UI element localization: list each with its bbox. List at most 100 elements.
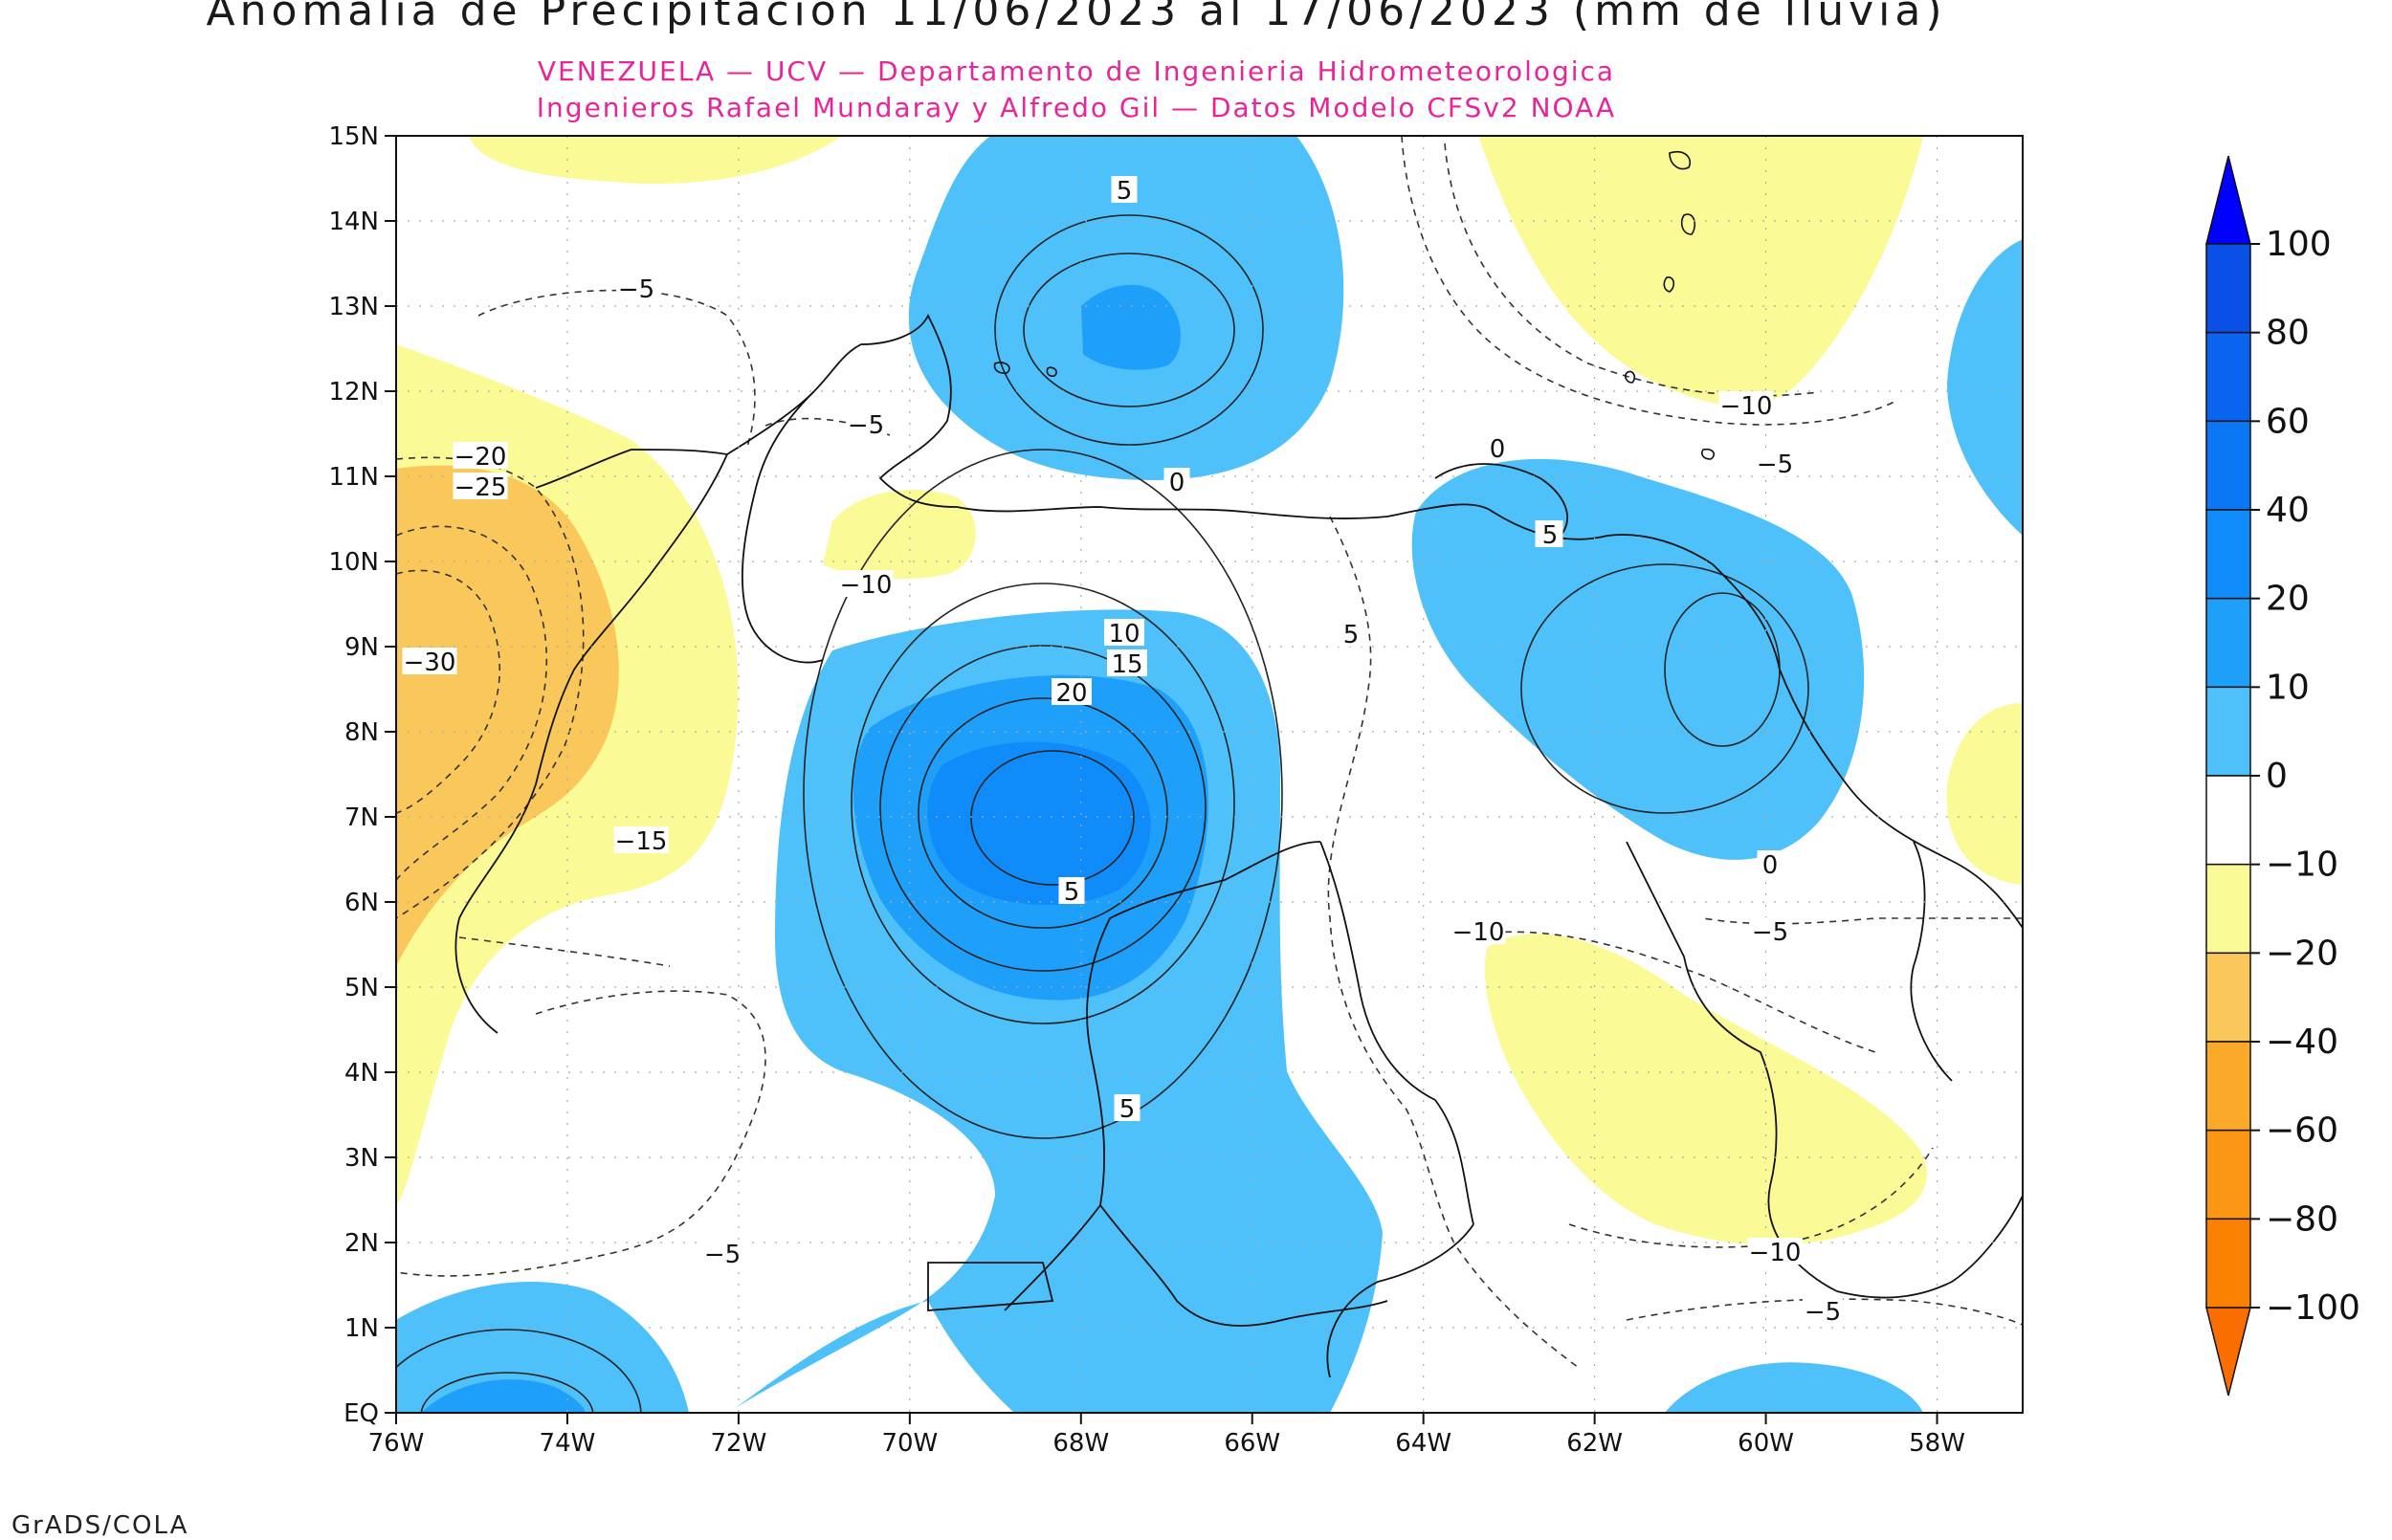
negative-anomaly-central-north xyxy=(823,490,976,580)
contour-label-bg xyxy=(702,1240,742,1266)
contour-label-bg xyxy=(1052,678,1092,705)
lat-tick-label: 9N xyxy=(344,633,379,662)
contour-label: 5 xyxy=(1343,621,1360,649)
lon-tick-label: 68W xyxy=(1052,1429,1109,1458)
contour-label-bg xyxy=(1718,391,1774,418)
subtitle-institution: VENEZUELA — UCV — Departamento de Ingeni… xyxy=(537,55,1616,87)
colorbar-label: 100 xyxy=(2266,225,2332,264)
colorbar-label: 40 xyxy=(2266,491,2310,530)
contour-label: −5 xyxy=(704,1241,741,1269)
lat-tick-label: 11N xyxy=(328,463,379,492)
contour-label: −10 xyxy=(840,571,893,600)
positive-anomaly-southwest-core xyxy=(421,1379,586,1413)
colorbar-label: −20 xyxy=(2266,934,2338,973)
positive-anomaly-south xyxy=(1665,1362,1923,1413)
longitude-axis: 76W 74W 72W 70W 68W 66W 64W 62W 60W 58W xyxy=(368,1413,1965,1458)
colorbar-label: −60 xyxy=(2266,1111,2338,1151)
contour-label: −15 xyxy=(615,827,668,856)
contour-label-bg xyxy=(1338,620,1364,647)
contour-label-bg xyxy=(1755,450,1795,476)
contour-label-bg xyxy=(613,826,669,853)
contour-label: −30 xyxy=(404,649,456,677)
contour-label-bg xyxy=(1163,468,1190,495)
lat-tick-label: 10N xyxy=(328,548,379,577)
coastlines-and-borders xyxy=(454,313,2023,1378)
colorbar-swatch xyxy=(2205,686,2251,777)
colorbar-swatch xyxy=(2205,1129,2251,1221)
positive-contours xyxy=(396,214,1809,1413)
colorbar-swatch xyxy=(2205,597,2251,689)
contour-label-bg xyxy=(1058,877,1085,904)
colorbar-label: −100 xyxy=(2266,1288,2360,1328)
colorbar-swatch xyxy=(2205,775,2251,866)
negative-anomaly-northeast xyxy=(1478,136,1923,407)
map-title: Anomalia de Precipitacion 11/06/2023 al … xyxy=(206,0,1947,35)
colorbar-top-arrow xyxy=(2205,155,2251,245)
contour-label-bg xyxy=(1107,649,1147,676)
contour-label: 5 xyxy=(1542,521,1559,550)
colorbar-label: −40 xyxy=(2266,1023,2338,1062)
lat-tick-label: 5N xyxy=(344,974,379,1002)
lat-tick-label: 6N xyxy=(344,889,379,917)
lat-tick-label: 13N xyxy=(328,293,379,321)
colorbar-label: −80 xyxy=(2266,1199,2338,1239)
positive-anomaly-central-peak xyxy=(927,741,1151,906)
contour-label: −20 xyxy=(454,443,507,472)
subtitle-authors: Ingenieros Rafael Mundaray y Alfredo Gil… xyxy=(536,92,1617,123)
contour-label-bg xyxy=(616,275,656,301)
negative-anomaly-northwest xyxy=(469,136,842,184)
plot-frame xyxy=(395,135,2024,1414)
lon-tick-label: 66W xyxy=(1224,1429,1280,1458)
contour-label-bg xyxy=(846,410,886,437)
contour-label-bg xyxy=(402,648,457,674)
anomaly-fields xyxy=(396,136,2023,1413)
positive-anomaly-east-edge xyxy=(1947,239,2023,536)
lat-tick-label: EQ xyxy=(343,1399,379,1428)
colorbar-bottom-arrow xyxy=(2205,1307,2251,1397)
colorbar-swatch xyxy=(2205,509,2251,600)
lat-tick-label: 1N xyxy=(344,1314,379,1343)
contour-label: 15 xyxy=(1111,650,1142,679)
lat-tick-label: 4N xyxy=(344,1059,379,1088)
contour-label: −10 xyxy=(1452,918,1505,947)
colorbar-swatch xyxy=(2205,331,2251,423)
contour-label: −10 xyxy=(1749,1239,1802,1267)
colorbar-swatch xyxy=(2205,243,2251,334)
contour-label-bg xyxy=(1747,1238,1803,1265)
lat-tick-label: 8N xyxy=(344,718,379,747)
contour-label-bg xyxy=(453,473,508,499)
islands xyxy=(993,150,1715,460)
colorbar-label: 80 xyxy=(2266,314,2310,353)
contour-label: −5 xyxy=(618,275,654,304)
lon-tick-label: 72W xyxy=(710,1429,766,1458)
lat-tick-label: 12N xyxy=(328,378,379,407)
contour-label-bg xyxy=(1484,434,1511,461)
lon-tick-label: 70W xyxy=(881,1429,938,1458)
lon-tick-label: 74W xyxy=(540,1429,596,1458)
contour-label-bg xyxy=(1111,176,1138,203)
lat-tick-label: 14N xyxy=(328,208,379,236)
contour-label-bg xyxy=(1451,917,1506,944)
lat-tick-label: 7N xyxy=(344,803,379,832)
colorbar-label: 20 xyxy=(2266,580,2310,619)
contour-label-bg xyxy=(1537,520,1563,547)
lon-tick-label: 64W xyxy=(1395,1429,1451,1458)
positive-anomaly-east xyxy=(1411,458,1865,860)
contour-label: 20 xyxy=(1055,679,1087,708)
latitude-axis: 15N 14N 13N 12N 11N 10N 9N 8N 7N 6N 5N 4N 3N 2N 1N EQ xyxy=(328,122,396,1428)
lon-tick-label: 62W xyxy=(1566,1429,1623,1458)
lat-tick-label: 2N xyxy=(344,1229,379,1258)
contour-label: 5 xyxy=(1117,177,1133,206)
lat-tick-label: 3N xyxy=(344,1144,379,1173)
footer-credit: GrADS/COLA xyxy=(11,1511,189,1540)
colorbar-swatch xyxy=(2205,1041,2251,1132)
colorbar-label: 0 xyxy=(2266,757,2288,796)
contour-label-bg xyxy=(1750,917,1790,944)
contour-label: 5 xyxy=(1064,878,1080,907)
lon-tick-label: 60W xyxy=(1738,1429,1794,1458)
colorbar-swatch xyxy=(2205,1218,2251,1309)
colorbar-label: 60 xyxy=(2266,402,2310,441)
